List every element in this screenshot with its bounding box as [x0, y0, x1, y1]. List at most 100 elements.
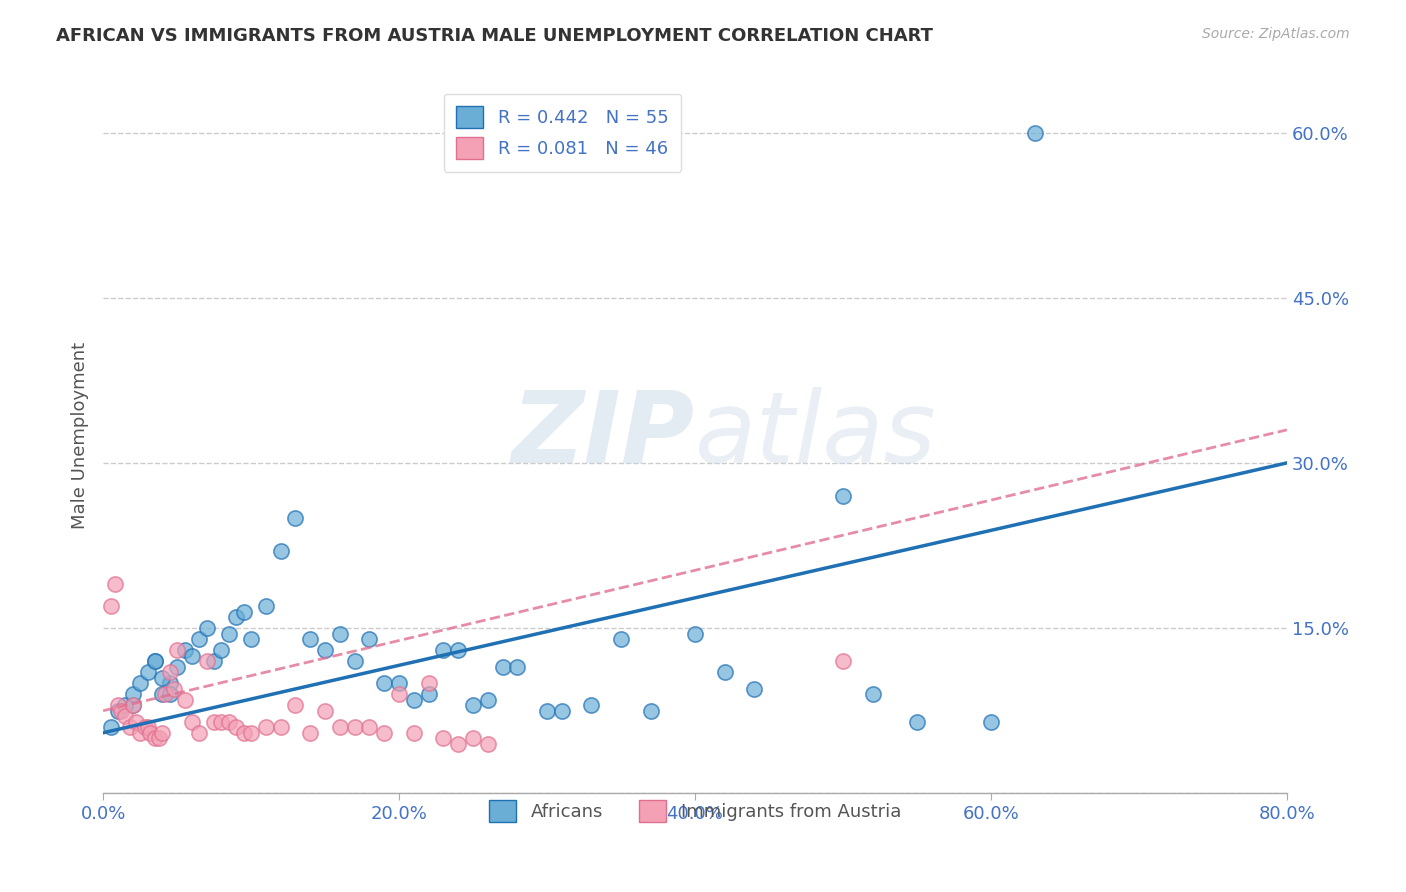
Immigrants from Austria [202, 714, 225, 729]
Africans [195, 621, 218, 635]
Immigrants from Austria [461, 731, 484, 746]
Immigrants from Austria [447, 737, 470, 751]
Immigrants from Austria [254, 720, 277, 734]
Africans [159, 687, 181, 701]
Immigrants from Austria [270, 720, 292, 734]
Africans [150, 671, 173, 685]
Immigrants from Austria [240, 725, 263, 739]
Immigrants from Austria [166, 643, 188, 657]
Immigrants from Austria [104, 577, 127, 591]
Immigrants from Austria [110, 704, 132, 718]
Africans [373, 676, 395, 690]
Immigrants from Austria [359, 720, 381, 734]
Africans [388, 676, 411, 690]
Africans [905, 714, 928, 729]
Africans [610, 632, 633, 647]
Africans [314, 643, 336, 657]
Immigrants from Austria [143, 731, 166, 746]
Africans [551, 704, 574, 718]
Africans [225, 610, 247, 624]
Africans [402, 692, 425, 706]
Africans [359, 632, 381, 647]
Africans [432, 643, 454, 657]
Africans [284, 511, 307, 525]
Africans [150, 687, 173, 701]
Immigrants from Austria [329, 720, 352, 734]
Africans [581, 698, 603, 713]
Immigrants from Austria [125, 714, 148, 729]
Immigrants from Austria [232, 725, 254, 739]
Immigrants from Austria [225, 720, 247, 734]
Y-axis label: Male Unemployment: Male Unemployment [72, 342, 89, 529]
Africans [461, 698, 484, 713]
Africans [143, 654, 166, 668]
Immigrants from Austria [134, 720, 156, 734]
Africans [980, 714, 1002, 729]
Africans [270, 544, 292, 558]
Africans [202, 654, 225, 668]
Africans [299, 632, 322, 647]
Immigrants from Austria [477, 737, 499, 751]
Immigrants from Austria [388, 687, 411, 701]
Africans [447, 643, 470, 657]
Africans [713, 665, 735, 680]
Immigrants from Austria [299, 725, 322, 739]
Immigrants from Austria [136, 720, 159, 734]
Immigrants from Austria [402, 725, 425, 739]
Text: atlas: atlas [695, 387, 936, 483]
Africans [129, 676, 152, 690]
Immigrants from Austria [284, 698, 307, 713]
Africans [329, 626, 352, 640]
Africans [418, 687, 440, 701]
Immigrants from Austria [150, 725, 173, 739]
Immigrants from Austria [114, 709, 136, 723]
Africans [536, 704, 558, 718]
Immigrants from Austria [180, 714, 202, 729]
Africans [742, 681, 765, 696]
Text: Source: ZipAtlas.com: Source: ZipAtlas.com [1202, 27, 1350, 41]
Immigrants from Austria [155, 687, 177, 701]
Immigrants from Austria [129, 725, 152, 739]
Immigrants from Austria [163, 681, 186, 696]
Africans [232, 605, 254, 619]
Text: ZIP: ZIP [512, 387, 695, 483]
Immigrants from Austria [432, 731, 454, 746]
Africans [862, 687, 884, 701]
Immigrants from Austria [173, 692, 195, 706]
Africans [218, 626, 240, 640]
Africans [188, 632, 211, 647]
Immigrants from Austria [121, 698, 143, 713]
Immigrants from Austria [218, 714, 240, 729]
Africans [159, 676, 181, 690]
Africans [211, 643, 233, 657]
Immigrants from Austria [343, 720, 366, 734]
Africans [173, 643, 195, 657]
Africans [491, 659, 513, 673]
Africans [114, 698, 136, 713]
Immigrants from Austria [159, 665, 181, 680]
Africans [477, 692, 499, 706]
Text: AFRICAN VS IMMIGRANTS FROM AUSTRIA MALE UNEMPLOYMENT CORRELATION CHART: AFRICAN VS IMMIGRANTS FROM AUSTRIA MALE … [56, 27, 934, 45]
Immigrants from Austria [107, 698, 129, 713]
Africans [121, 698, 143, 713]
Immigrants from Austria [314, 704, 336, 718]
Africans [343, 654, 366, 668]
Africans [683, 626, 706, 640]
Africans [107, 704, 129, 718]
Legend: Africans, Immigrants from Austria: Africans, Immigrants from Austria [477, 787, 914, 834]
Africans [121, 687, 143, 701]
Africans [166, 659, 188, 673]
Africans [832, 489, 855, 503]
Immigrants from Austria [418, 676, 440, 690]
Immigrants from Austria [373, 725, 395, 739]
Africans [180, 648, 202, 663]
Africans [254, 599, 277, 613]
Immigrants from Austria [118, 720, 141, 734]
Africans [100, 720, 122, 734]
Immigrants from Austria [195, 654, 218, 668]
Immigrants from Austria [832, 654, 855, 668]
Africans [240, 632, 263, 647]
Immigrants from Austria [139, 725, 162, 739]
Africans [640, 704, 662, 718]
Africans [143, 654, 166, 668]
